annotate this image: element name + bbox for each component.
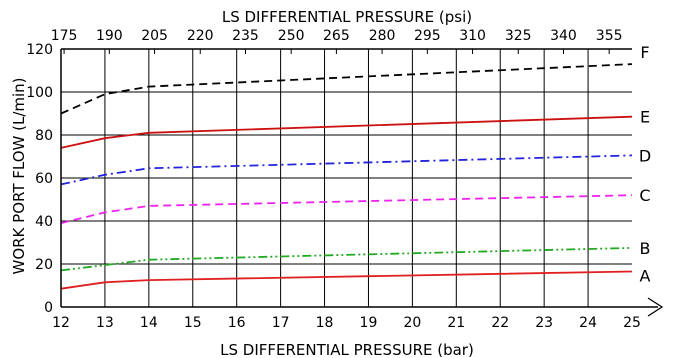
x-tick-label: 16 bbox=[228, 315, 246, 331]
series-label-A: A bbox=[640, 267, 651, 286]
series-label-F: F bbox=[640, 43, 649, 62]
top-tick-label: 205 bbox=[141, 28, 168, 44]
y-tick-label: 80 bbox=[35, 128, 53, 144]
x-tick-label: 19 bbox=[360, 315, 378, 331]
top-tick-label: 175 bbox=[51, 28, 78, 44]
top-tick-label: 220 bbox=[187, 28, 214, 44]
top-tick-label: 235 bbox=[232, 28, 259, 44]
series-label-E: E bbox=[640, 108, 650, 127]
series-label-C: C bbox=[639, 186, 650, 205]
x-axis-title: LS DIFFERENTIAL PRESSURE (bar) bbox=[220, 341, 474, 358]
ticks-layer: 12 13 14 15 16 17 18 19 20 21 22 23 24 25020406080100… bbox=[26, 28, 641, 331]
top-tick-label: 340 bbox=[550, 28, 577, 44]
x-tick-label: 22 bbox=[491, 315, 509, 331]
series-label-B: B bbox=[640, 239, 651, 258]
x-tick-label: 18 bbox=[316, 315, 334, 331]
y-tick-label: 120 bbox=[26, 42, 53, 58]
y-axis-title: WORK PORT FLOW (L/min) bbox=[10, 77, 28, 274]
top-tick-label: 250 bbox=[278, 28, 305, 44]
series-line-A bbox=[60, 270, 633, 290]
x-tick-label: 21 bbox=[447, 315, 465, 331]
top-tick-label: 310 bbox=[459, 28, 486, 44]
top-tick-label: 280 bbox=[369, 28, 396, 44]
top-tick-label: 265 bbox=[323, 28, 350, 44]
x-tick-label: 25 bbox=[623, 315, 641, 331]
top-tick-label: 355 bbox=[596, 28, 623, 44]
x-tick-label: 20 bbox=[403, 315, 421, 331]
grid-layer bbox=[61, 49, 632, 307]
y-tick-label: 60 bbox=[35, 171, 53, 187]
series-line-D bbox=[60, 154, 633, 186]
series-layer bbox=[60, 63, 633, 290]
labels-layer: AB C DE F bbox=[639, 43, 651, 285]
top-tick-label: 325 bbox=[505, 28, 532, 44]
series-line-E bbox=[60, 115, 633, 149]
x-axis-arrow bbox=[647, 297, 664, 317]
x-tick-label: 17 bbox=[272, 315, 290, 331]
series-line-B bbox=[60, 247, 633, 272]
y-tick-label: 100 bbox=[26, 85, 53, 101]
x-tick-label: 12 bbox=[52, 315, 70, 331]
x-tick-label: 13 bbox=[96, 315, 114, 331]
x-tick-label: 23 bbox=[535, 315, 553, 331]
series-line-C bbox=[60, 194, 633, 224]
y-tick-label: 40 bbox=[35, 214, 53, 230]
series-label-D: D bbox=[639, 146, 651, 165]
series-line-F bbox=[60, 63, 633, 115]
x-tick-label: 24 bbox=[579, 315, 597, 331]
top-axis-title: LS DIFFERENTIAL PRESSURE (psi) bbox=[222, 8, 472, 26]
y-tick-label: 0 bbox=[44, 300, 53, 316]
frame-layer bbox=[60, 48, 664, 317]
y-tick-label: 20 bbox=[35, 257, 53, 273]
x-tick-label: 15 bbox=[184, 315, 202, 331]
top-tick-label: 295 bbox=[414, 28, 441, 44]
top-tick-label: 190 bbox=[96, 28, 123, 44]
x-tick-label: 14 bbox=[140, 315, 158, 331]
